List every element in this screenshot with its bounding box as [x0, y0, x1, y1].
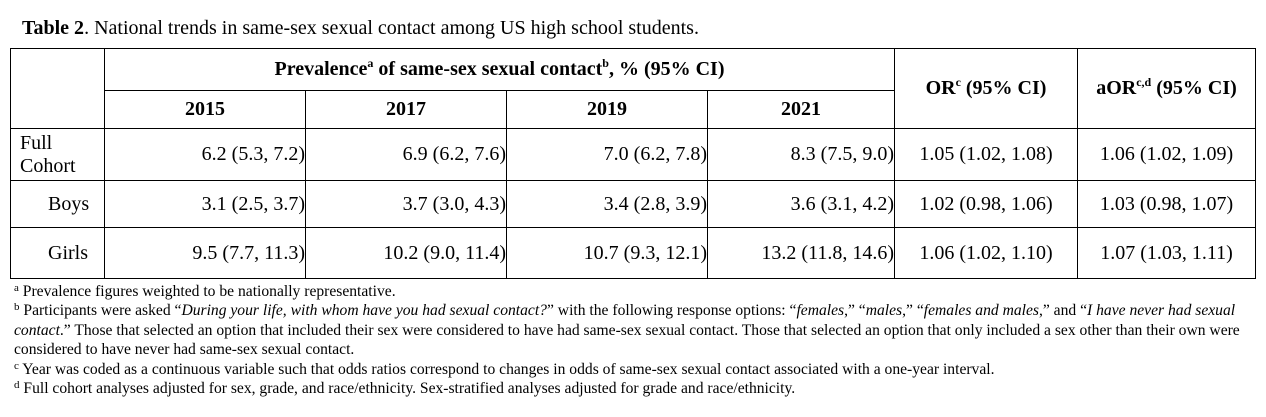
cell-or: 1.06 (1.02, 1.10)	[894, 227, 1078, 279]
row-label-full-cohort: Full Cohort	[10, 128, 105, 181]
footnote-d: d Full cohort analyses adjusted for sex,…	[14, 379, 796, 398]
cell-value: 8.3 (7.5, 9.0)	[707, 128, 895, 181]
cell-value: 10.7 (9.3, 12.1)	[506, 227, 708, 279]
footnote-c: c Year was coded as a continuous variabl…	[14, 359, 995, 378]
header-row-2: 2015 2017 2019 2021	[11, 90, 1256, 129]
header-row-1: Prevalencea of same-sex sexual contactb,…	[10, 48, 1256, 129]
or-header: ORc (95% CI)	[894, 48, 1078, 129]
cell-aor: 1.06 (1.02, 1.09)	[1077, 128, 1256, 181]
table-title: . National trends in same-sex sexual con…	[84, 17, 699, 39]
year-header-2017: 2017	[305, 90, 507, 129]
table-caption: Table 2. National trends in same-sex sex…	[22, 14, 699, 42]
table-row-full-cohort: Full Cohort 6.2 (5.3, 7.2) 6.9 (6.2, 7.6)…	[10, 128, 1256, 181]
cell-value: 3.4 (2.8, 3.9)	[506, 180, 708, 228]
cell-aor: 1.07 (1.03, 1.11)	[1077, 227, 1256, 279]
footnote-mark-cd: c,d	[1136, 75, 1152, 89]
footnotes: a Prevalence figures weighted to be nati…	[14, 282, 1254, 398]
table-row-girls: Girls 9.5 (7.7, 11.3) 10.2 (9.0, 11.4) 1…	[10, 227, 1256, 279]
header-blank-cell	[10, 48, 105, 129]
cell-or: 1.05 (1.02, 1.08)	[894, 128, 1078, 181]
prevalence-header: Prevalencea of same-sex sexual contactb,…	[104, 48, 895, 91]
year-header-2021: 2021	[707, 90, 895, 129]
footnote-mark-c: c	[955, 75, 961, 89]
year-header-2019: 2019	[506, 90, 708, 129]
cell-value: 3.7 (3.0, 4.3)	[305, 180, 507, 228]
cell-value: 13.2 (11.8, 14.6)	[707, 227, 895, 279]
cell-value: 9.5 (7.7, 11.3)	[104, 227, 306, 279]
cell-value: 7.0 (6.2, 7.8)	[506, 128, 708, 181]
cell-value: 6.2 (5.3, 7.2)	[104, 128, 306, 181]
table-label: Table 2	[22, 17, 85, 39]
year-header-2015: 2015	[104, 90, 306, 129]
row-label-boys: Boys	[10, 180, 105, 228]
footnote-mark-a: a	[367, 56, 374, 70]
cell-value: 3.1 (2.5, 3.7)	[104, 180, 306, 228]
cell-or: 1.02 (0.98, 1.06)	[894, 180, 1078, 228]
table-row-boys: Boys 3.1 (2.5, 3.7) 3.7 (3.0, 4.3) 3.4 (…	[10, 180, 1256, 228]
cell-value: 10.2 (9.0, 11.4)	[305, 227, 507, 279]
footnote-a: a Prevalence figures weighted to be nati…	[14, 282, 396, 301]
trends-table: Prevalencea of same-sex sexual contactb,…	[10, 48, 1256, 279]
footnote-mark-b: b	[602, 56, 609, 70]
aor-header: aORc,d (95% CI)	[1077, 48, 1256, 129]
cell-value: 6.9 (6.2, 7.6)	[305, 128, 507, 181]
footnote-b: b Participants were asked “During your l…	[14, 301, 1240, 359]
cell-aor: 1.03 (0.98, 1.07)	[1077, 180, 1256, 228]
cell-value: 3.6 (3.1, 4.2)	[707, 180, 895, 228]
row-label-girls: Girls	[10, 227, 105, 279]
